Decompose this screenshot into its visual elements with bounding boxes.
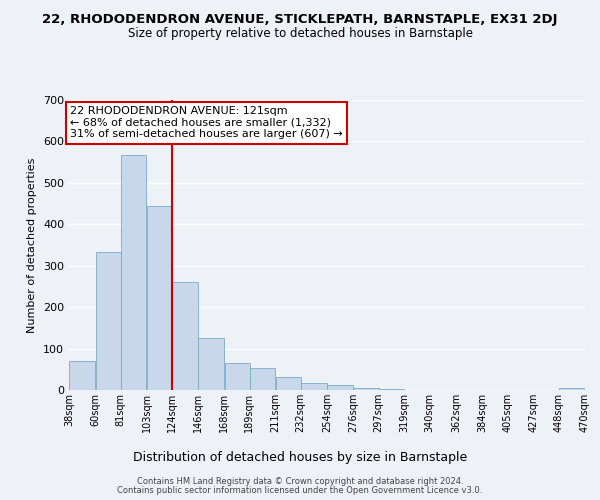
Bar [147,206,172,390]
Bar [301,383,326,390]
Text: 22 RHODODENDRON AVENUE: 121sqm
← 68% of detached houses are smaller (1,332)
31% : 22 RHODODENDRON AVENUE: 121sqm ← 68% of … [70,106,343,140]
Bar [172,282,197,390]
Bar [70,361,95,390]
Text: Size of property relative to detached houses in Barnstaple: Size of property relative to detached ho… [128,28,473,40]
Text: Contains public sector information licensed under the Open Government Licence v3: Contains public sector information licen… [118,486,482,495]
Bar [96,252,121,390]
Bar [354,388,379,390]
Bar [276,376,301,390]
Text: Contains HM Land Registry data © Crown copyright and database right 2024.: Contains HM Land Registry data © Crown c… [137,477,463,486]
Bar [225,363,250,390]
Text: 22, RHODODENDRON AVENUE, STICKLEPATH, BARNSTAPLE, EX31 2DJ: 22, RHODODENDRON AVENUE, STICKLEPATH, BA… [42,12,558,26]
Bar [250,368,275,390]
Bar [199,338,224,390]
Text: Distribution of detached houses by size in Barnstaple: Distribution of detached houses by size … [133,451,467,464]
Bar [121,155,146,390]
Bar [379,389,404,390]
Bar [559,388,584,390]
Bar [328,384,353,390]
Y-axis label: Number of detached properties: Number of detached properties [28,158,37,332]
